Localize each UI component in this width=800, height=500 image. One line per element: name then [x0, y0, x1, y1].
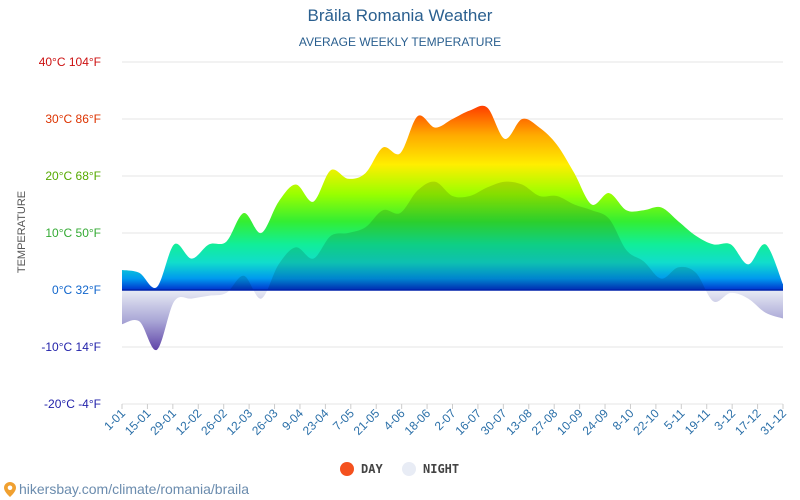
day-color-swatch — [340, 462, 354, 476]
x-tick-label: 10-09 — [554, 406, 586, 438]
y-tick-label: -10°C 14°F — [41, 340, 101, 354]
x-tick-label: 22-10 — [630, 406, 662, 438]
x-tick-label: 30-07 — [478, 406, 510, 438]
legend-day-label: DAY — [361, 462, 383, 476]
x-tick-label: 26-03 — [249, 406, 281, 438]
y-axis-ticks: 40°C 104°F 30°C 86°F 20°C 68°F 10°C 50°F 0°C… — [39, 55, 101, 411]
x-tick-label: 23-04 — [300, 406, 332, 438]
y-tick-label: 40°C 104°F — [39, 55, 101, 69]
x-tick-label: 31-12 — [758, 406, 790, 438]
x-tick-label: 26-02 — [198, 406, 230, 438]
location-pin-icon — [4, 481, 16, 497]
x-tick-label: 27-08 — [529, 406, 561, 438]
x-tick-label: 17-12 — [732, 406, 764, 438]
plot-area — [122, 105, 783, 350]
legend-item-day[interactable]: DAY — [340, 462, 383, 476]
x-tick-label: 24-09 — [580, 406, 612, 438]
source-link[interactable]: hikersbay.com/climate/romania/braila — [4, 481, 249, 497]
night-series-negative-area — [122, 290, 783, 350]
legend-item-night[interactable]: NIGHT — [402, 462, 459, 476]
day-series-area — [122, 105, 783, 290]
y-tick-label: 30°C 86°F — [45, 112, 101, 126]
legend-night-label: NIGHT — [423, 462, 460, 476]
chart-subtitle: AVERAGE WEEKLY TEMPERATURE — [298, 35, 502, 49]
x-tick-label: 13-08 — [503, 406, 535, 438]
night-color-swatch — [402, 462, 416, 476]
y-axis-label: TEMPERATURE — [16, 191, 28, 273]
x-tick-label: 12-03 — [224, 406, 256, 438]
source-url: hikersbay.com/climate/romania/braila — [19, 481, 250, 497]
x-tick-label: 12-02 — [173, 406, 205, 438]
x-tick-label: 19-11 — [682, 406, 713, 437]
night-series-area — [122, 181, 783, 290]
y-tick-label: 20°C 68°F — [45, 169, 101, 183]
x-tick-label: 15-01 — [122, 406, 154, 438]
x-tick-label: 16-07 — [452, 406, 484, 438]
y-tick-label: 10°C 50°F — [45, 226, 101, 240]
y-tick-label: -20°C -4°F — [44, 397, 101, 411]
y-tick-label: 0°C 32°F — [52, 283, 101, 297]
x-tick-label: 21-05 — [351, 406, 383, 438]
x-tick-label: 29-01 — [147, 406, 179, 438]
x-tick-label: 18-06 — [402, 406, 434, 438]
chart-title: Brăila Romania Weather — [307, 6, 493, 25]
x-axis-ticks: 1-0115-0129-0112-0226-0212-0326-039-0423… — [101, 404, 789, 438]
